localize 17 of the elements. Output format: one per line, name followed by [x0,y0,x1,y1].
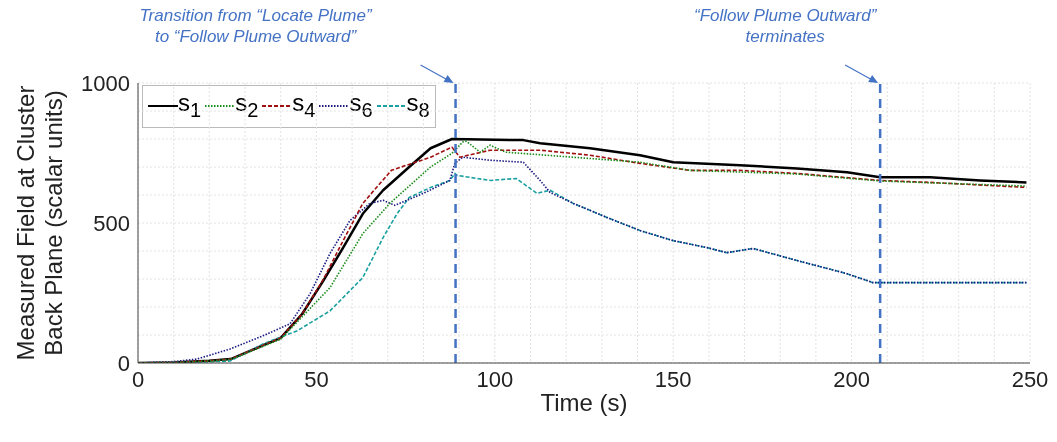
x-tick-label: 100 [476,366,514,392]
x-tick-label: 150 [654,366,692,392]
legend-label: s$_{4}$ [292,88,316,123]
x-tick-label: 250 [1011,366,1049,392]
ref-line-label: Transition from “Locate Plume” to “Follow Plume Outward” [139,6,373,46]
legend-label: s$_{8}$ [406,88,430,123]
x-tick-label: 200 [833,366,870,392]
y-tick-label: 0 [117,350,130,376]
x-axis-title: Time (s) [540,389,628,416]
ref-line-label: “Follow Plume Outward” terminates [693,6,878,46]
legend-label: s$_{6}$ [349,88,373,123]
x-tick-label: 50 [304,366,329,392]
y-tick-label: 1000 [81,70,130,96]
y-axis-title: Measured Field at Cluster Back Plane (scalar units) [12,85,67,361]
legend-label: s$_{1}$ [178,88,202,123]
legend-label: s$_{2}$ [235,88,259,123]
y-tick-label: 500 [93,210,130,236]
